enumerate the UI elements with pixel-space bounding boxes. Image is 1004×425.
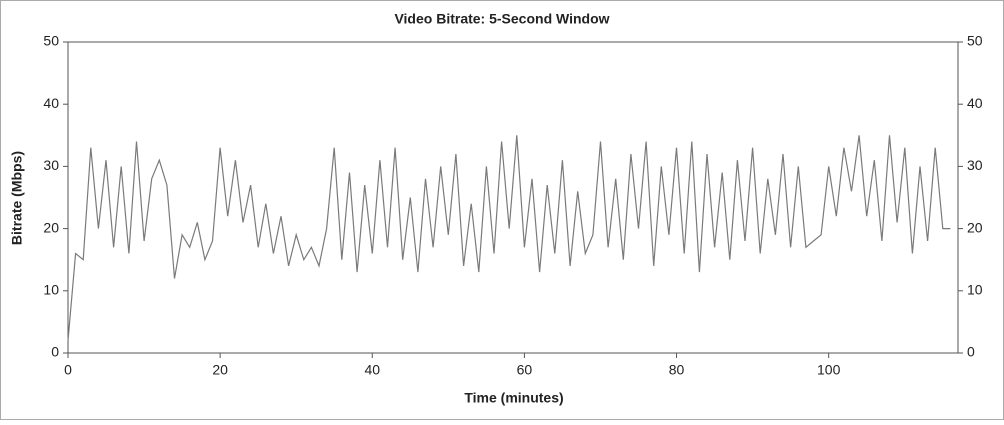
y2-tick-label: 30 xyxy=(967,157,983,173)
y-tick-label: 30 xyxy=(43,157,59,173)
plot-area xyxy=(67,41,959,354)
y-tick-label: 10 xyxy=(43,282,59,298)
y2-tick-label: 40 xyxy=(967,95,983,111)
y2-tick-label: 10 xyxy=(967,282,983,298)
y-tick-label: 40 xyxy=(43,95,59,111)
x-tick-label: 80 xyxy=(669,362,685,378)
y-tick-label: 0 xyxy=(51,344,59,360)
x-tick-label: 60 xyxy=(517,362,533,378)
y2-tick-label: 20 xyxy=(967,219,983,235)
x-tick-label: 20 xyxy=(212,362,228,378)
bitrate-line xyxy=(67,135,951,341)
x-tick-label: 0 xyxy=(64,362,72,378)
y-tick-label: 20 xyxy=(43,219,59,235)
y2-tick-label: 50 xyxy=(967,33,983,49)
y2-tick-label: 0 xyxy=(967,344,975,360)
y-axis-label: Bitrate (Mbps) xyxy=(9,151,25,245)
x-tick-label: 40 xyxy=(364,362,380,378)
y-tick-label: 50 xyxy=(43,33,59,49)
x-axis-label: Time (minutes) xyxy=(464,390,563,406)
chart-title: Video Bitrate: 5-Second Window xyxy=(394,11,609,27)
x-tick-label: 100 xyxy=(817,362,841,378)
